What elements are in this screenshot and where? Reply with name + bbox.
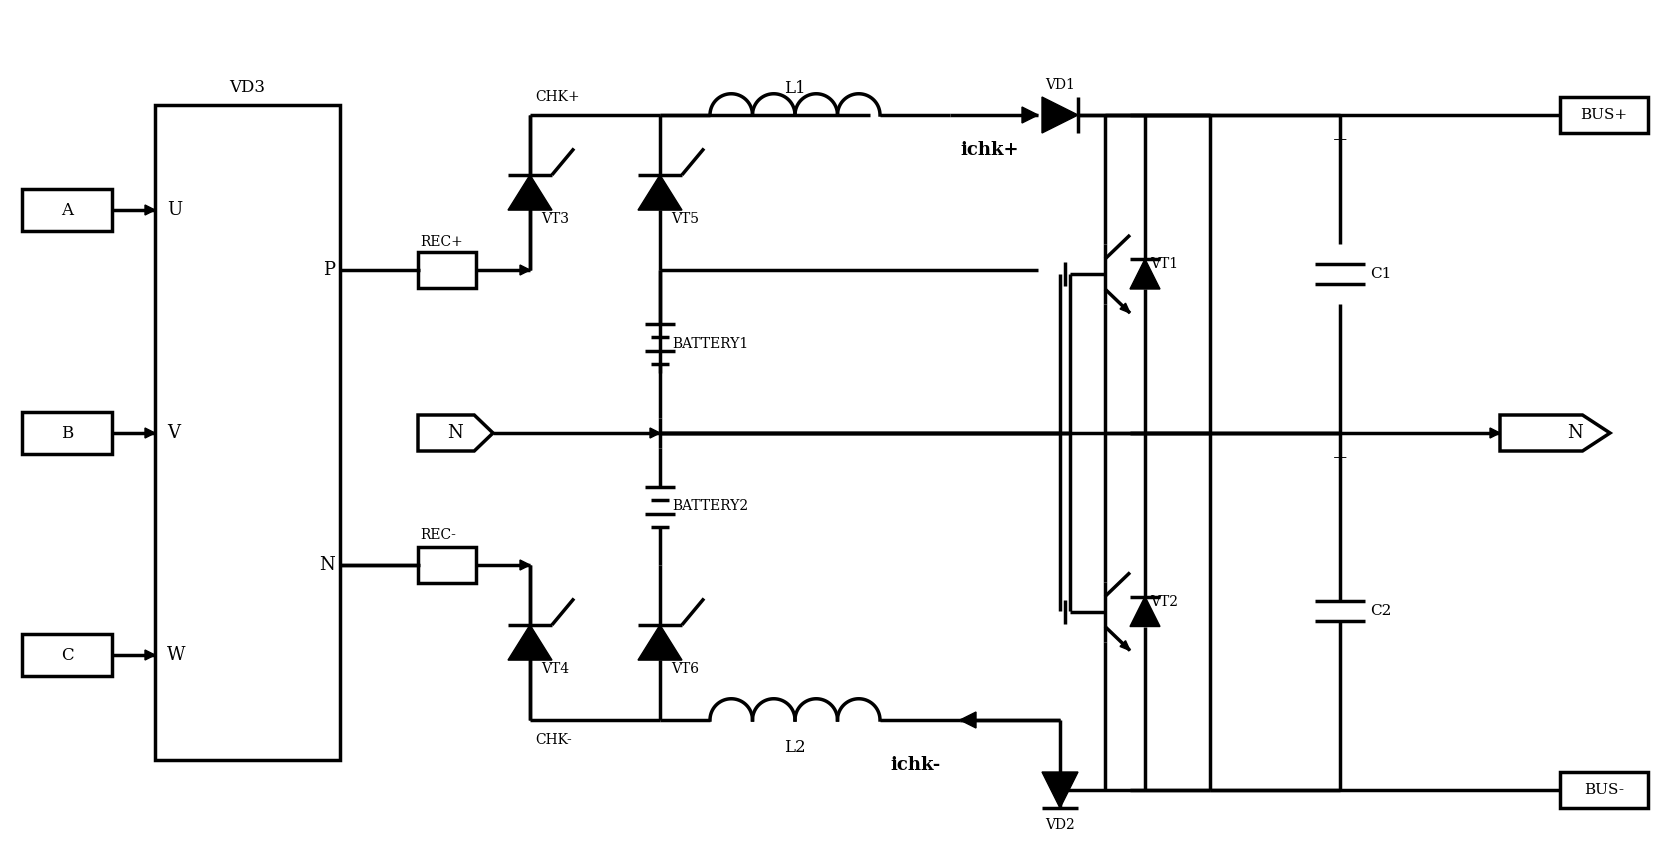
Text: N: N [447, 424, 463, 442]
Polygon shape [1022, 107, 1038, 123]
Bar [1560, 772, 1648, 808]
Polygon shape [1041, 97, 1078, 133]
Bar [154, 105, 341, 760]
Polygon shape [1120, 304, 1129, 313]
Text: L2: L2 [784, 740, 806, 757]
Text: ichk-: ichk- [890, 756, 940, 774]
Text: C: C [61, 646, 73, 663]
Polygon shape [145, 650, 154, 660]
Text: +: + [1332, 449, 1349, 467]
Text: CHK+: CHK+ [535, 90, 580, 104]
Text: BATTERY1: BATTERY1 [673, 337, 747, 351]
Polygon shape [520, 560, 530, 570]
Text: CHK-: CHK- [535, 733, 571, 747]
Polygon shape [960, 712, 977, 728]
Polygon shape [508, 175, 551, 210]
Text: N: N [1566, 424, 1583, 442]
Text: C1: C1 [1370, 267, 1392, 281]
Bar [419, 547, 477, 583]
Text: VT5: VT5 [671, 212, 699, 226]
Polygon shape [1041, 772, 1078, 808]
Bar [22, 412, 111, 454]
Text: +: + [1332, 131, 1349, 149]
Text: W: W [168, 646, 186, 664]
Polygon shape [145, 205, 154, 215]
Text: L1: L1 [784, 80, 806, 97]
Text: VD2: VD2 [1045, 818, 1075, 832]
Text: BUS+: BUS+ [1580, 108, 1628, 122]
Polygon shape [638, 175, 683, 210]
Polygon shape [1120, 641, 1129, 650]
Polygon shape [145, 428, 154, 438]
Text: BATTERY2: BATTERY2 [673, 499, 747, 513]
Polygon shape [1490, 428, 1500, 438]
Bar [1560, 97, 1648, 133]
Text: N: N [319, 556, 336, 574]
Text: ichk+: ichk+ [960, 141, 1018, 159]
Text: VD1: VD1 [1045, 78, 1075, 92]
Text: C2: C2 [1370, 604, 1392, 618]
Text: VT6: VT6 [671, 662, 699, 676]
Bar [22, 634, 111, 676]
Text: REC+: REC+ [420, 235, 463, 249]
Bar [22, 189, 111, 231]
Text: B: B [61, 425, 73, 441]
Text: V: V [168, 424, 179, 442]
Text: VT2: VT2 [1149, 594, 1178, 608]
Text: P: P [322, 261, 336, 279]
Text: BUS-: BUS- [1585, 783, 1624, 797]
Bar [419, 252, 477, 288]
Text: U: U [168, 201, 183, 219]
Polygon shape [520, 265, 530, 275]
Text: VT4: VT4 [541, 662, 570, 676]
Polygon shape [649, 428, 659, 438]
Polygon shape [508, 625, 551, 660]
Text: VD3: VD3 [229, 79, 266, 95]
Text: REC-: REC- [420, 528, 455, 542]
Polygon shape [1129, 597, 1159, 626]
Text: VT1: VT1 [1149, 257, 1178, 271]
Polygon shape [638, 625, 683, 660]
Text: A: A [61, 202, 73, 219]
Text: VT3: VT3 [541, 212, 570, 226]
Polygon shape [1129, 259, 1159, 289]
